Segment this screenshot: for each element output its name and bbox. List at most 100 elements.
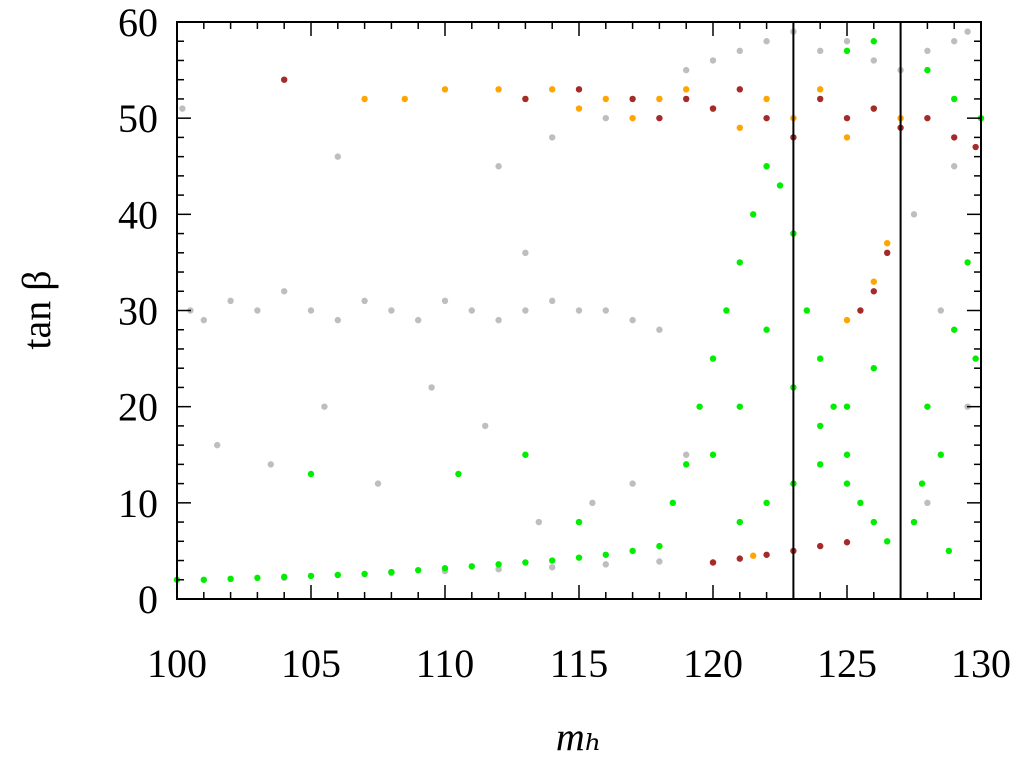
data-point xyxy=(709,451,717,458)
data-point xyxy=(656,326,663,333)
y-axis-label: tan β xyxy=(14,270,59,349)
data-point xyxy=(522,249,529,256)
data-point xyxy=(843,38,851,45)
data-point xyxy=(388,307,395,314)
data-point xyxy=(602,114,609,122)
x-tick-label: 125 xyxy=(817,641,877,686)
data-point xyxy=(803,307,810,314)
data-point xyxy=(629,480,636,487)
data-point xyxy=(884,239,891,247)
data-point xyxy=(736,86,743,93)
data-point xyxy=(629,114,636,122)
y-tick-label: 0 xyxy=(138,577,158,622)
data-point xyxy=(709,105,717,112)
data-point xyxy=(830,403,837,410)
data-point xyxy=(696,403,703,410)
data-point xyxy=(870,38,877,45)
data-point xyxy=(884,249,891,256)
data-point xyxy=(870,288,877,295)
data-point xyxy=(924,499,931,507)
data-point xyxy=(468,563,475,570)
x-tick-label: 130 xyxy=(951,641,1011,686)
data-point xyxy=(843,47,851,55)
data-point xyxy=(441,565,449,572)
data-point xyxy=(334,316,341,324)
data-point xyxy=(401,95,408,103)
data-point xyxy=(549,564,556,571)
data-point xyxy=(817,47,824,55)
y-tick-label: 50 xyxy=(118,96,158,141)
data-point xyxy=(495,86,502,93)
data-point xyxy=(924,47,931,55)
data-point xyxy=(656,558,663,565)
x-tick-label: 105 xyxy=(281,641,341,686)
data-point xyxy=(870,57,877,64)
data-point xyxy=(388,568,395,576)
data-point xyxy=(455,470,462,478)
data-point xyxy=(495,565,502,573)
data-point xyxy=(179,105,186,112)
data-point xyxy=(736,47,743,55)
data-point xyxy=(254,574,261,582)
x-tick-label: 110 xyxy=(416,641,475,686)
data-point xyxy=(924,66,931,74)
data-point xyxy=(254,307,261,314)
data-point xyxy=(495,316,502,324)
data-point xyxy=(736,259,743,266)
data-point xyxy=(763,95,770,103)
data-point xyxy=(602,551,609,558)
data-point xyxy=(750,211,757,218)
data-point xyxy=(334,571,341,579)
data-point xyxy=(945,547,953,555)
data-point xyxy=(281,573,288,581)
data-point xyxy=(482,422,489,430)
data-point xyxy=(549,134,556,141)
data-point xyxy=(736,518,743,526)
data-point xyxy=(495,561,502,568)
data-point xyxy=(428,384,435,391)
data-point xyxy=(549,86,556,93)
data-point xyxy=(629,95,636,103)
data-point xyxy=(750,552,757,559)
data-point xyxy=(549,297,556,305)
data-point xyxy=(361,570,368,578)
data-point xyxy=(910,211,918,218)
data-point xyxy=(951,163,958,170)
data-point xyxy=(441,86,449,93)
data-point xyxy=(763,326,770,333)
data-point xyxy=(972,143,979,151)
data-point xyxy=(843,451,851,458)
data-point xyxy=(918,480,926,487)
data-point xyxy=(669,499,676,507)
data-point xyxy=(334,153,341,160)
data-point xyxy=(683,461,690,468)
data-point xyxy=(964,28,971,35)
data-point xyxy=(656,95,663,103)
data-point xyxy=(763,38,770,45)
data-point xyxy=(441,297,449,305)
data-point xyxy=(910,518,918,526)
x-tick-label: 100 xyxy=(147,641,207,686)
data-point xyxy=(361,297,368,305)
data-point xyxy=(602,307,609,314)
data-point xyxy=(602,561,609,568)
data-point xyxy=(267,461,274,468)
data-point xyxy=(200,316,207,324)
data-point xyxy=(870,105,877,112)
data-point xyxy=(951,38,958,45)
data-point xyxy=(709,57,717,64)
data-point xyxy=(575,518,583,526)
data-point xyxy=(709,355,717,362)
y-tick-label: 20 xyxy=(118,385,158,430)
y-tick-label: 60 xyxy=(118,0,158,45)
data-point xyxy=(575,105,583,112)
data-point xyxy=(951,326,958,333)
x-tick-label: 120 xyxy=(683,641,743,686)
data-point xyxy=(307,307,315,314)
data-point xyxy=(575,86,583,93)
data-point xyxy=(924,114,931,122)
data-point xyxy=(683,86,690,93)
data-point xyxy=(817,95,824,103)
data-point xyxy=(951,134,958,141)
